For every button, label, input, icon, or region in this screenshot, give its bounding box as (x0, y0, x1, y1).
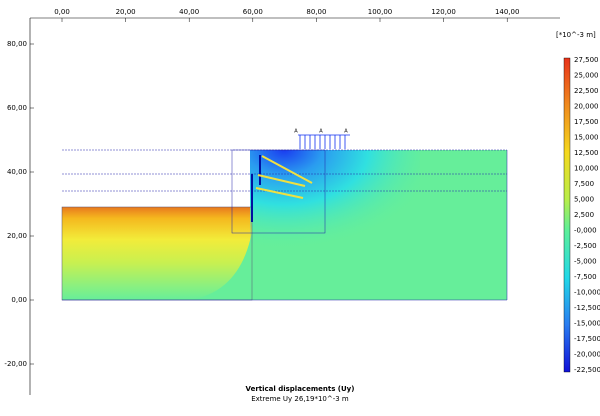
legend-label: -2,500 (574, 242, 597, 250)
legend-label: 12,500 (574, 149, 599, 157)
top-tick-label: 40,00 (179, 8, 199, 16)
top-tick-label: 20,00 (116, 8, 136, 16)
legend-label: 27,500 (574, 56, 599, 64)
heave-contours (62, 207, 252, 300)
retaining-wall (251, 155, 313, 222)
legend-label: -12,500 (574, 304, 600, 312)
legend-label: 17,500 (574, 118, 599, 126)
top-tick-label: 60,00 (243, 8, 263, 16)
left-tick-label: -20,00 (4, 360, 27, 368)
legend-label: -5,000 (574, 258, 597, 266)
legend-label: 5,000 (574, 196, 594, 204)
legend-label: 2,500 (574, 211, 594, 219)
legend-label: -0,000 (574, 227, 597, 235)
left-tick-label: 60,00 (7, 104, 27, 112)
contour (190, 207, 300, 300)
legend-label: -22,500 (574, 366, 600, 374)
legend-label: 7,500 (574, 180, 594, 188)
construction-lines (62, 149, 508, 301)
legend-unit: [*10^-3 m] (556, 31, 596, 39)
legend-label: 20,000 (574, 103, 599, 111)
top-tick-label: 100,00 (368, 8, 393, 16)
legend-label: -17,500 (574, 335, 600, 343)
caption-subtitle: Extreme Uy 26,19*10^-3 m (251, 395, 349, 403)
legend-label: -20,000 (574, 351, 600, 359)
surface-load (298, 134, 350, 149)
left-tick-label: 40,00 (7, 168, 27, 176)
legend-label: -15,000 (574, 320, 600, 328)
caption-title: Vertical displacements (Uy) (246, 385, 355, 393)
load-label: A (294, 129, 298, 135)
top-tick-label: 120,00 (431, 8, 456, 16)
load-label: A (319, 129, 323, 135)
left-tick-label: 80,00 (7, 40, 27, 48)
colorbar (563, 57, 571, 373)
left-tick-label: 0,00 (11, 296, 27, 304)
legend-label: 22,500 (574, 87, 599, 95)
legend-label: 25,000 (574, 72, 599, 80)
top-tick-label: 0,00 (54, 8, 70, 16)
legend-label: 10,000 (574, 165, 599, 173)
top-tick-label: 140,00 (495, 8, 520, 16)
top-tick-label: 80,00 (306, 8, 326, 16)
legend-label: -10,000 (574, 289, 600, 297)
left-tick-label: 20,00 (7, 232, 27, 240)
excavation (62, 150, 250, 207)
settlement-contours (250, 150, 420, 260)
load-label: A (344, 129, 348, 135)
legend-label: -7,500 (574, 273, 597, 281)
legend-label: 15,000 (574, 134, 599, 142)
